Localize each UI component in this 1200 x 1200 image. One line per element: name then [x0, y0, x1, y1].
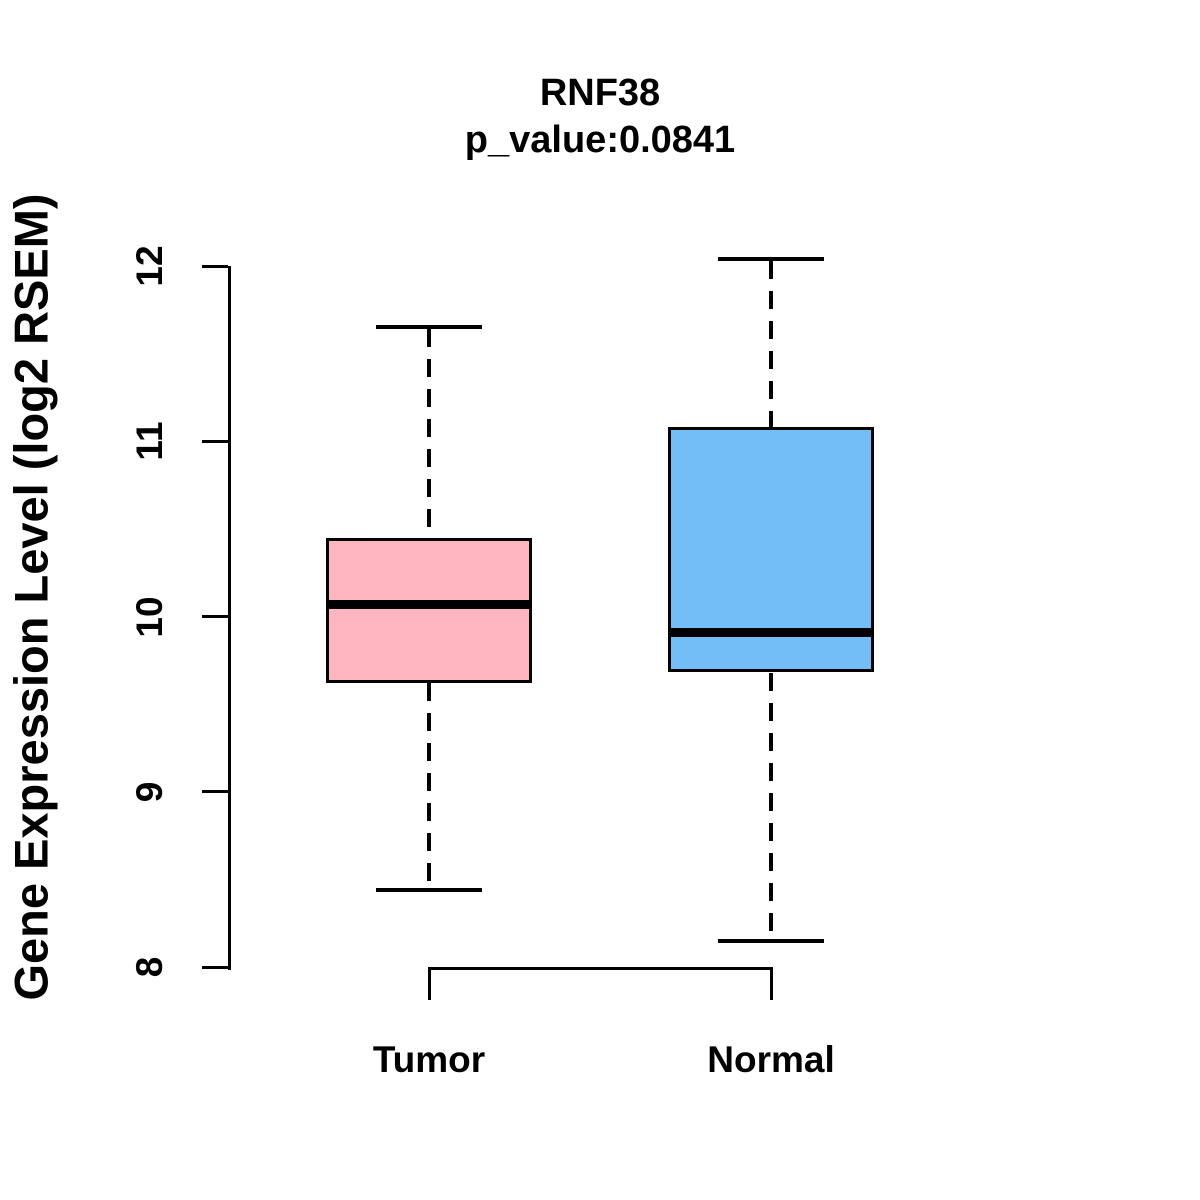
chart-title: RNF38 — [539, 72, 661, 114]
upper-whisker-cap — [718, 256, 824, 261]
lower-whisker-line — [769, 672, 773, 939]
x-category-label: Tumor — [372, 1039, 486, 1080]
y-tick-label: 8 — [129, 956, 170, 978]
median-line — [326, 599, 532, 609]
y-axis-tick — [202, 264, 228, 268]
upper-whisker-cap — [376, 325, 482, 330]
lower-whisker-cap — [718, 938, 824, 943]
chart-subtitle: p_value:0.0841 — [464, 119, 736, 161]
upper-whisker-line — [769, 260, 773, 427]
y-axis-tick — [202, 790, 228, 794]
y-axis-tick — [202, 439, 228, 443]
median-line — [668, 627, 874, 637]
y-tick-label: 9 — [129, 781, 170, 803]
x-category-label: Normal — [707, 1039, 835, 1080]
upper-whisker-line — [427, 329, 431, 538]
box-tumor — [326, 537, 532, 683]
x-axis-line — [429, 967, 771, 970]
x-axis-tick — [769, 967, 773, 1000]
y-axis-title: Gene Expression Level (log2 RSEM) — [4, 193, 58, 1001]
y-axis-line — [228, 266, 231, 970]
y-tick-label: 11 — [129, 421, 170, 461]
lower-whisker-cap — [376, 887, 482, 892]
x-axis-tick — [427, 967, 431, 1000]
y-axis-tick — [202, 965, 228, 969]
y-axis-tick — [202, 615, 228, 618]
y-tick-label: 10 — [129, 595, 170, 638]
lower-whisker-line — [427, 683, 431, 888]
y-tick-label: 12 — [129, 245, 170, 287]
